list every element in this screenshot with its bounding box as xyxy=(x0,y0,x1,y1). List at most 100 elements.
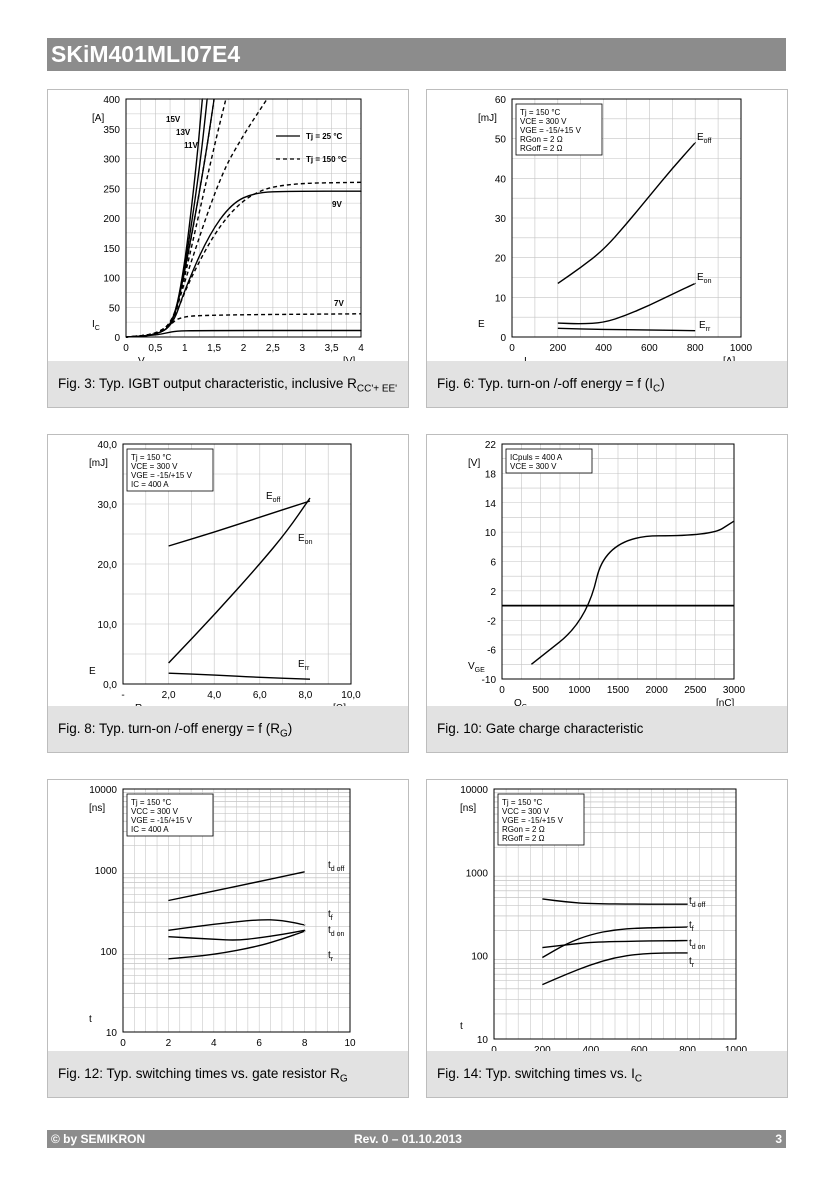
x-tick-label: 1,5 xyxy=(207,343,221,354)
x-tick-label: 4,0 xyxy=(207,690,221,701)
y-tick-label: 30,0 xyxy=(98,500,118,511)
x-tick-label: 400 xyxy=(582,1045,599,1053)
x-tick-label: 6 xyxy=(256,1038,262,1049)
series-line-tr xyxy=(168,930,306,960)
y-tick-label: 10000 xyxy=(460,785,488,796)
figure-caption: Fig. 8: Typ. turn-on /-off energy = f (R… xyxy=(48,706,408,752)
figure-caption: Fig. 12: Typ. switching times vs. gate r… xyxy=(48,1051,408,1097)
series-label: Err xyxy=(699,320,711,333)
conditions-box xyxy=(126,448,214,492)
condition-text: Tj = 150 °C xyxy=(131,453,172,462)
series-label: 13V xyxy=(176,128,191,137)
x-axis-unit: [A] xyxy=(723,356,735,363)
series-label: Eoff xyxy=(266,491,280,504)
series-label: Eon xyxy=(298,533,313,546)
chart-fig8: - 2,0 4,0 6,0 8,0 10,0 0,0 10,0 20,0 30,0 40,0 RG [Ω… xyxy=(89,440,361,708)
figure-panel-fig14: 0200400600800100010100100010000IC[A][ns]… xyxy=(426,779,788,1098)
y-tick-label: 10 xyxy=(485,528,497,539)
plot-frame xyxy=(122,443,352,685)
series-label: 11V xyxy=(184,141,198,150)
figure-panel-fig6: 020040060080010000102030405060IC[A][mJ]E… xyxy=(426,89,788,408)
series-line-td-off xyxy=(542,898,688,905)
figure-panel-fig8: - 2,0 4,0 6,0 8,0 10,0 0,0 10,0 20,0 30,0 40,0 RG [Ω… xyxy=(47,434,409,753)
series-line-eon xyxy=(557,282,696,325)
figure-panel-fig12: 024681010100100010000RG[Ω][ns]tTj = 150 … xyxy=(47,779,409,1098)
series-label: td on xyxy=(328,925,345,938)
y-tick-label: 10,0 xyxy=(98,620,118,631)
y-axis-label: IC xyxy=(92,319,100,332)
condition-text: RGon = 2 Ω xyxy=(502,825,545,834)
plot-frame xyxy=(501,443,735,680)
y-tick-label: 350 xyxy=(103,125,120,136)
y-tick-label: 40 xyxy=(495,174,507,185)
y-tick-label: 22 xyxy=(485,440,497,451)
x-tick-label: 3 xyxy=(299,343,305,354)
x-tick-label: 600 xyxy=(631,1045,648,1053)
y-axis-unit: [A] xyxy=(92,113,104,124)
plot-frame xyxy=(493,788,737,1040)
y-tick-label: 10 xyxy=(106,1028,118,1039)
x-axis-unit: [Ω] xyxy=(333,703,346,708)
series-line-vge xyxy=(530,520,735,665)
y-tick-label: 60 xyxy=(495,95,507,106)
series-line-9v-tj-25-c xyxy=(125,190,362,338)
conditions-box xyxy=(505,448,593,474)
series-label: 9V xyxy=(332,200,342,209)
x-axis-unit: [V] xyxy=(343,356,355,363)
y-tick-label: -10 xyxy=(482,675,497,686)
document-title: SKiM401MLI07E4 xyxy=(51,41,241,67)
series-label: tf xyxy=(689,920,694,933)
legend-label: Tj = 150 °C xyxy=(306,155,347,164)
page-header: SKiM401MLI07E4 xyxy=(47,38,786,71)
y-tick-label: -2 xyxy=(487,616,496,627)
x-tick-label: 800 xyxy=(687,343,704,354)
x-tick-label: 200 xyxy=(549,343,566,354)
series-label: Eon xyxy=(697,272,712,285)
x-tick-label: 0 xyxy=(491,1045,497,1053)
legend-label: Tj = 25 °C xyxy=(306,132,343,141)
series-line-tr xyxy=(542,952,688,986)
x-tick-label: 10 xyxy=(344,1038,356,1049)
x-tick-label: 0,5 xyxy=(148,343,162,354)
y-tick-label: 2 xyxy=(490,587,496,598)
y-axis-label: VGE xyxy=(468,661,485,674)
x-tick-label: 0 xyxy=(499,685,505,696)
series-line-tf xyxy=(542,926,689,959)
series-line-eoff xyxy=(168,500,311,547)
condition-text: VGE = -15/+15 V xyxy=(520,126,582,135)
y-tick-label: 100 xyxy=(100,947,117,958)
series-label: 7V xyxy=(334,299,344,308)
plot-frame xyxy=(511,98,742,338)
y-axis-label: E xyxy=(89,666,96,677)
figure-caption: Fig. 3: Typ. IGBT output characteristic,… xyxy=(48,361,408,407)
y-tick-label: 20,0 xyxy=(98,560,118,571)
x-tick-label: 1000 xyxy=(568,685,591,696)
x-axis-label: RG xyxy=(135,703,148,708)
x-tick-label: 500 xyxy=(532,685,549,696)
series-line-eon xyxy=(168,497,311,664)
y-tick-label: 250 xyxy=(103,184,120,195)
conditions-box xyxy=(515,103,603,156)
condition-text: Tj = 150 °C xyxy=(502,798,543,807)
condition-text: RGoff = 2 Ω xyxy=(502,834,545,843)
chart-fig12: 024681010100100010000RG[Ω][ns]tTj = 150 … xyxy=(89,785,356,1053)
series-line-td-on xyxy=(542,939,689,949)
chart-fig6: 020040060080010000102030405060IC[A][mJ]E… xyxy=(478,95,753,363)
condition-text: VCE = 300 V xyxy=(520,117,567,126)
x-tick-label: 1000 xyxy=(730,343,753,354)
conditions-box xyxy=(497,793,585,846)
y-tick-label: 300 xyxy=(103,155,120,166)
footer-copyright: © by SEMIKRON xyxy=(51,1132,146,1146)
x-tick-label: 8,0 xyxy=(298,690,312,701)
y-axis-unit: [mJ] xyxy=(89,458,108,469)
x-tick-label: 2 xyxy=(241,343,247,354)
series-line-err xyxy=(168,672,311,680)
series-label: td off xyxy=(328,860,344,873)
x-tick-label: 6,0 xyxy=(253,690,267,701)
series-label: Err xyxy=(298,659,310,672)
y-axis-unit: [V] xyxy=(468,458,480,469)
y-tick-label: 400 xyxy=(103,95,120,106)
plot-frame xyxy=(122,788,351,1033)
x-tick-label: - xyxy=(121,690,124,701)
x-tick-label: 0 xyxy=(509,343,515,354)
